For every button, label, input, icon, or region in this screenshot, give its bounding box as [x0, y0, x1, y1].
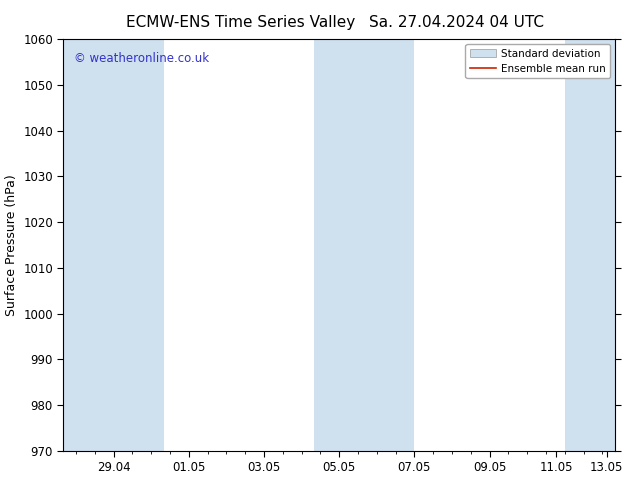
Bar	[63, 39, 113, 451]
Text: Sa. 27.04.2024 04 UTC: Sa. 27.04.2024 04 UTC	[369, 15, 544, 30]
Text: © weatheronline.co.uk: © weatheronline.co.uk	[74, 51, 210, 65]
Bar	[365, 39, 415, 451]
Bar	[314, 39, 365, 451]
Y-axis label: Surface Pressure (hPa): Surface Pressure (hPa)	[4, 174, 18, 316]
Text: ECMW-ENS Time Series Valley: ECMW-ENS Time Series Valley	[126, 15, 356, 30]
Bar	[113, 39, 164, 451]
Bar	[565, 39, 615, 451]
Legend: Standard deviation, Ensemble mean run: Standard deviation, Ensemble mean run	[465, 45, 610, 78]
